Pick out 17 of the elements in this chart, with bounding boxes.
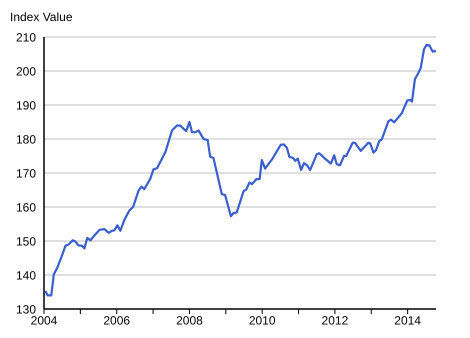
x-tick-label: 2010	[248, 314, 276, 328]
y-axis-title: Index Value	[10, 10, 72, 24]
x-tick-label: 2014	[394, 314, 422, 328]
y-tick-label: 160	[16, 200, 36, 214]
y-tick-label: 170	[16, 166, 36, 180]
y-tick-label: 150	[16, 234, 36, 248]
x-tick-label: 2004	[30, 314, 58, 328]
line-series	[44, 44, 436, 296]
y-tick-label: 140	[16, 268, 36, 282]
y-tick-label: 200	[16, 64, 36, 78]
x-tick-label: 2008	[176, 314, 204, 328]
x-tick-label: 2006	[103, 314, 130, 328]
x-tick-label: 2012	[322, 314, 349, 328]
y-tick-label: 130	[16, 302, 36, 316]
y-tick-label: 210	[16, 30, 36, 44]
y-tick-label: 190	[16, 98, 36, 112]
y-tick-label: 180	[16, 132, 36, 146]
